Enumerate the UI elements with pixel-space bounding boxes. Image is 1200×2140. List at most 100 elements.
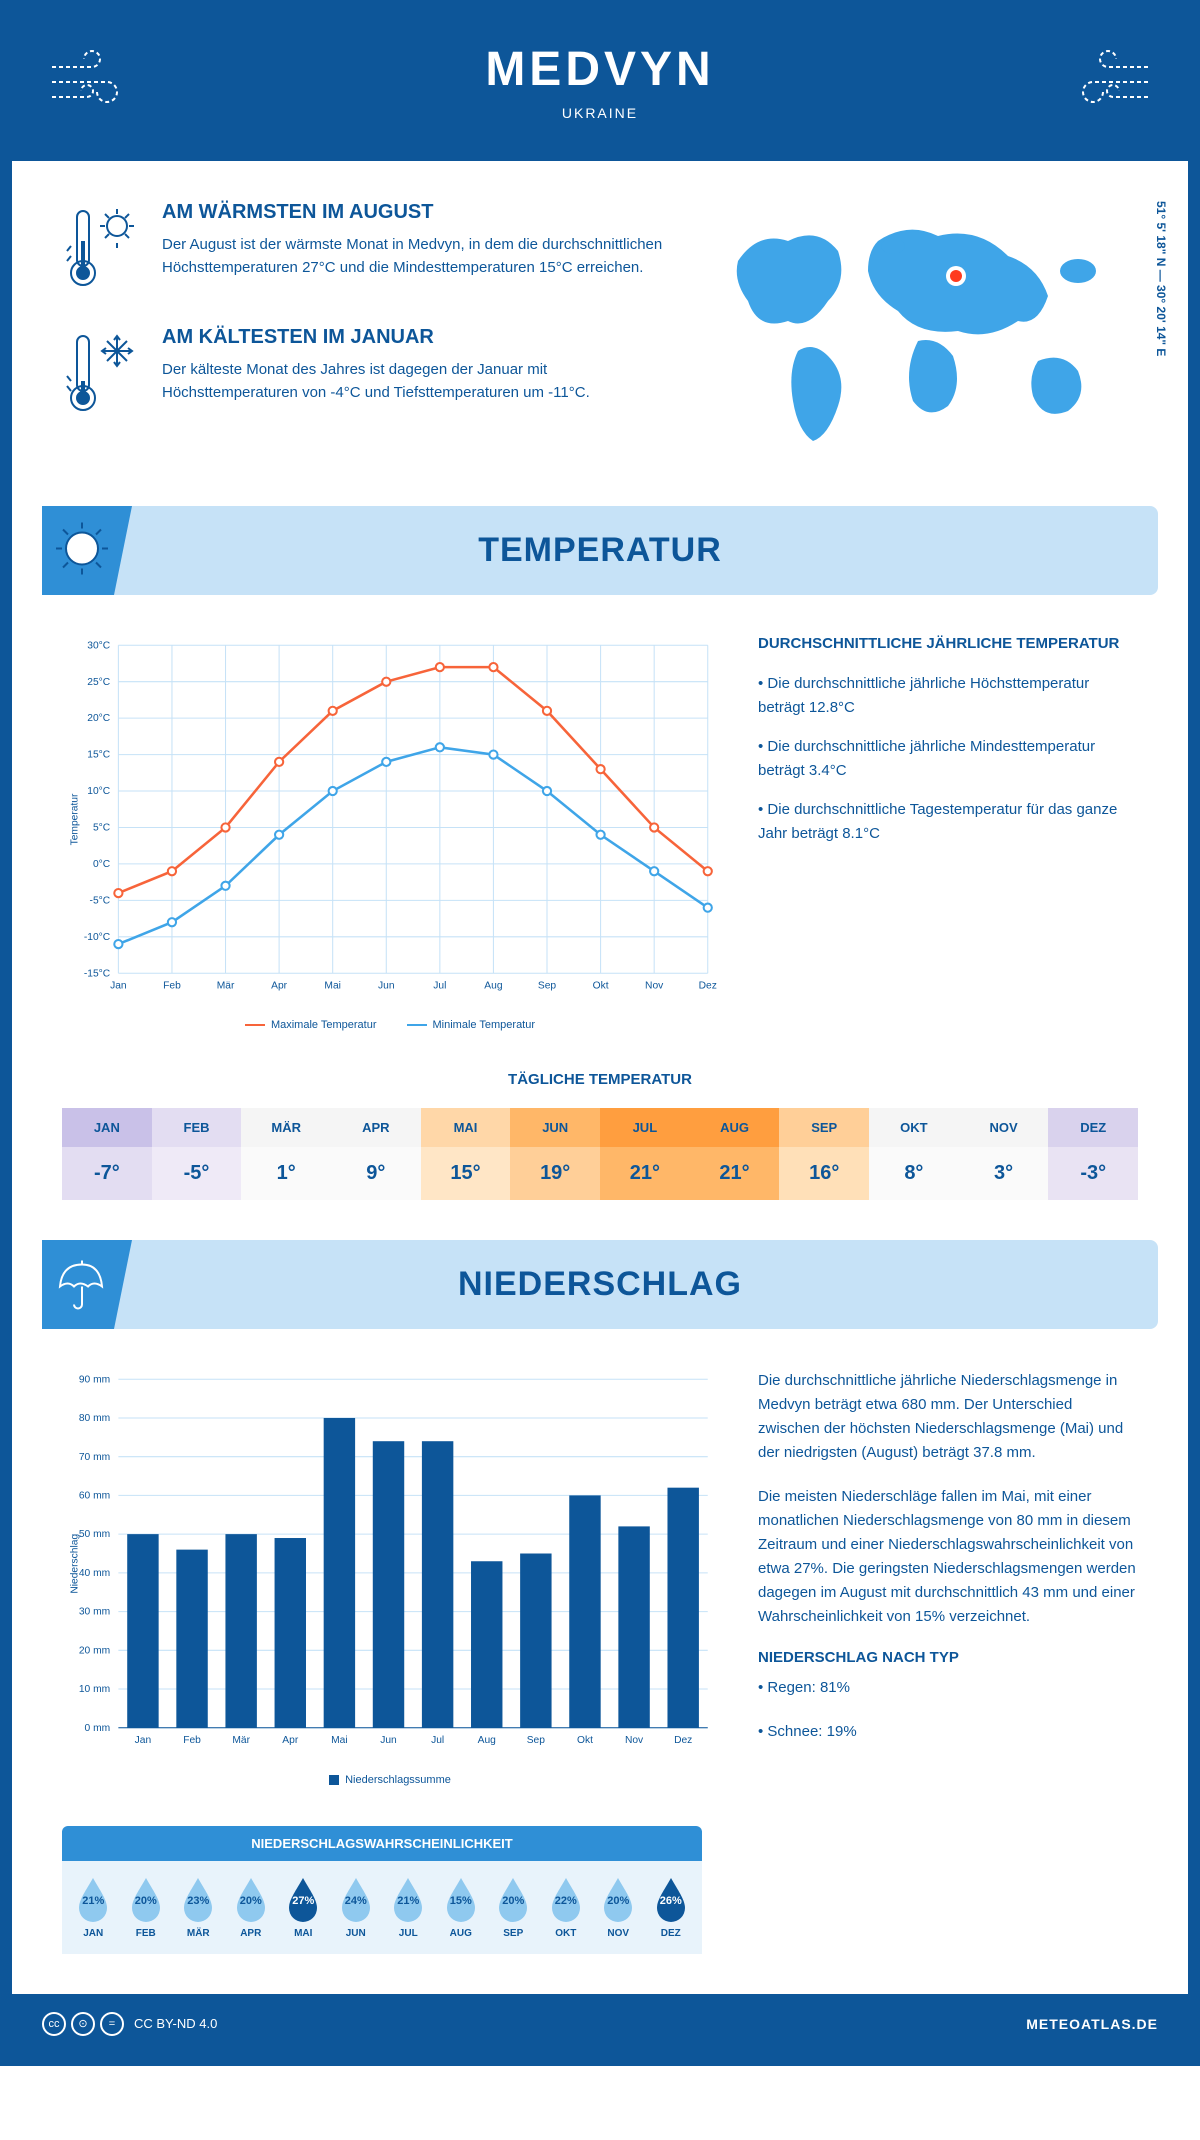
raindrop-icon: 15% [443, 1876, 479, 1922]
svg-text:15°C: 15°C [87, 750, 111, 761]
prob-cell: 20%FEB [120, 1876, 173, 1939]
svg-text:Feb: Feb [163, 981, 181, 992]
svg-text:40 mm: 40 mm [79, 1568, 110, 1579]
svg-text:10°C: 10°C [87, 786, 111, 797]
prob-cell: 20%APR [225, 1876, 278, 1939]
page-subtitle: UKRAINE [32, 105, 1168, 121]
raindrop-icon: 27% [285, 1876, 321, 1922]
temp-cell: JAN-7° [62, 1108, 152, 1200]
svg-text:Okt: Okt [577, 1735, 593, 1746]
svg-text:Sep: Sep [527, 1735, 546, 1746]
svg-text:25°C: 25°C [87, 677, 111, 688]
svg-text:Jan: Jan [110, 981, 127, 992]
precipitation-info: Die durchschnittliche jährliche Niedersc… [758, 1369, 1138, 1786]
svg-text:Niederschlag: Niederschlag [69, 1534, 80, 1594]
svg-text:Dez: Dez [699, 981, 717, 992]
world-map: 51° 5' 18" N — 30° 20' 14" E [718, 201, 1138, 466]
svg-text:0°C: 0°C [93, 859, 111, 870]
svg-text:50 mm: 50 mm [79, 1529, 110, 1540]
temp-cell: DEZ-3° [1048, 1108, 1138, 1200]
precipitation-bar-chart: 0 mm 10 mm 20 mm 30 mm 40 mm 50 mm 60 mm 70 mm 8… [62, 1369, 718, 1786]
wind-icon [1058, 42, 1158, 127]
prob-cell: 27%MAI [277, 1876, 330, 1939]
svg-text:Apr: Apr [282, 1735, 299, 1746]
svg-text:Sep: Sep [538, 981, 557, 992]
coldest-block: AM KÄLTESTEN IM JANUAR Der kälteste Mona… [62, 326, 678, 421]
svg-text:Dez: Dez [674, 1735, 692, 1746]
svg-text:Feb: Feb [183, 1735, 201, 1746]
raindrop-icon: 20% [495, 1876, 531, 1922]
sun-icon [52, 518, 112, 583]
svg-text:-10°C: -10°C [84, 932, 111, 943]
precipitation-header: NIEDERSCHLAG [42, 1240, 1158, 1329]
temperature-header: TEMPERATUR [42, 506, 1158, 595]
coordinates: 51° 5' 18" N — 30° 20' 14" E [1154, 201, 1168, 356]
chart-legend: Niederschlagssumme [62, 1774, 718, 1786]
svg-text:90 mm: 90 mm [79, 1374, 110, 1385]
temperature-info: DURCHSCHNITTLICHE JÄHRLICHE TEMPERATUR •… [758, 635, 1138, 1031]
umbrella-icon [52, 1252, 112, 1317]
chart-legend: Maximale Temperatur Minimale Temperatur [62, 1019, 718, 1031]
prob-cell: 24%JUN [330, 1876, 383, 1939]
raindrop-icon: 20% [233, 1876, 269, 1922]
temp-cell: OKT8° [869, 1108, 959, 1200]
svg-text:Nov: Nov [625, 1735, 644, 1746]
prob-cell: 22%OKT [540, 1876, 593, 1939]
cc-icons: cc⊙= [42, 2012, 124, 2036]
raindrop-icon: 23% [180, 1876, 216, 1922]
intro-section: AM WÄRMSTEN IM AUGUST Der August ist der… [12, 161, 1188, 506]
svg-text:Jul: Jul [431, 1735, 444, 1746]
svg-text:Apr: Apr [271, 981, 288, 992]
raindrop-icon: 24% [338, 1876, 374, 1922]
temperature-line-chart: -15°C-10°C-5°C0°C5°C10°C15°C20°C25°C30°C… [62, 635, 718, 1031]
prob-cell: 23%MÄR [172, 1876, 225, 1939]
warmest-title: AM WÄRMSTEN IM AUGUST [162, 201, 678, 224]
raindrop-icon: 21% [75, 1876, 111, 1922]
thermometer-sun-icon [62, 201, 142, 296]
prob-cell: 26%DEZ [645, 1876, 698, 1939]
svg-text:Aug: Aug [484, 981, 503, 992]
svg-text:Jun: Jun [380, 1735, 397, 1746]
prob-cell: 20%NOV [592, 1876, 645, 1939]
svg-text:Jun: Jun [378, 981, 395, 992]
coldest-text: Der kälteste Monat des Jahres ist dagege… [162, 359, 678, 404]
svg-text:Jan: Jan [135, 1735, 152, 1746]
svg-text:60 mm: 60 mm [79, 1490, 110, 1501]
section-title: NIEDERSCHLAG [42, 1265, 1158, 1304]
raindrop-icon: 20% [600, 1876, 636, 1922]
svg-text:30 mm: 30 mm [79, 1607, 110, 1618]
svg-text:Okt: Okt [593, 981, 609, 992]
temp-cell: MAI15° [421, 1108, 511, 1200]
svg-text:80 mm: 80 mm [79, 1413, 110, 1424]
wind-icon [42, 42, 142, 127]
raindrop-icon: 26% [653, 1876, 689, 1922]
warmest-block: AM WÄRMSTEN IM AUGUST Der August ist der… [62, 201, 678, 296]
temp-cell: SEP16° [779, 1108, 869, 1200]
site-name: METEOATLAS.DE [1026, 2016, 1158, 2032]
svg-text:70 mm: 70 mm [79, 1452, 110, 1463]
svg-text:Mai: Mai [331, 1735, 348, 1746]
temp-cell: FEB-5° [152, 1108, 242, 1200]
svg-text:-15°C: -15°C [84, 968, 111, 979]
header: MEDVYN UKRAINE [12, 12, 1188, 161]
svg-text:0 mm: 0 mm [85, 1723, 111, 1734]
footer: cc⊙= CC BY-ND 4.0 METEOATLAS.DE [12, 1994, 1188, 2054]
svg-text:Mär: Mär [217, 981, 235, 992]
svg-text:10 mm: 10 mm [79, 1684, 110, 1695]
svg-text:5°C: 5°C [93, 823, 111, 834]
temp-cell: JUN19° [510, 1108, 600, 1200]
thermometer-snow-icon [62, 326, 142, 421]
svg-text:20 mm: 20 mm [79, 1645, 110, 1656]
page-title: MEDVYN [32, 42, 1168, 97]
prob-cell: 21%JAN [67, 1876, 120, 1939]
temp-cell: AUG21° [690, 1108, 780, 1200]
daily-temperature-table: TÄGLICHE TEMPERATUR JAN-7°FEB-5°MÄR1°APR… [12, 1071, 1188, 1240]
raindrop-icon: 20% [128, 1876, 164, 1922]
svg-text:30°C: 30°C [87, 640, 111, 651]
svg-text:Mai: Mai [324, 981, 341, 992]
prob-cell: 15%AUG [435, 1876, 488, 1939]
raindrop-icon: 21% [390, 1876, 426, 1922]
coldest-title: AM KÄLTESTEN IM JANUAR [162, 326, 678, 349]
temp-cell: APR9° [331, 1108, 421, 1200]
temp-cell: JUL21° [600, 1108, 690, 1200]
